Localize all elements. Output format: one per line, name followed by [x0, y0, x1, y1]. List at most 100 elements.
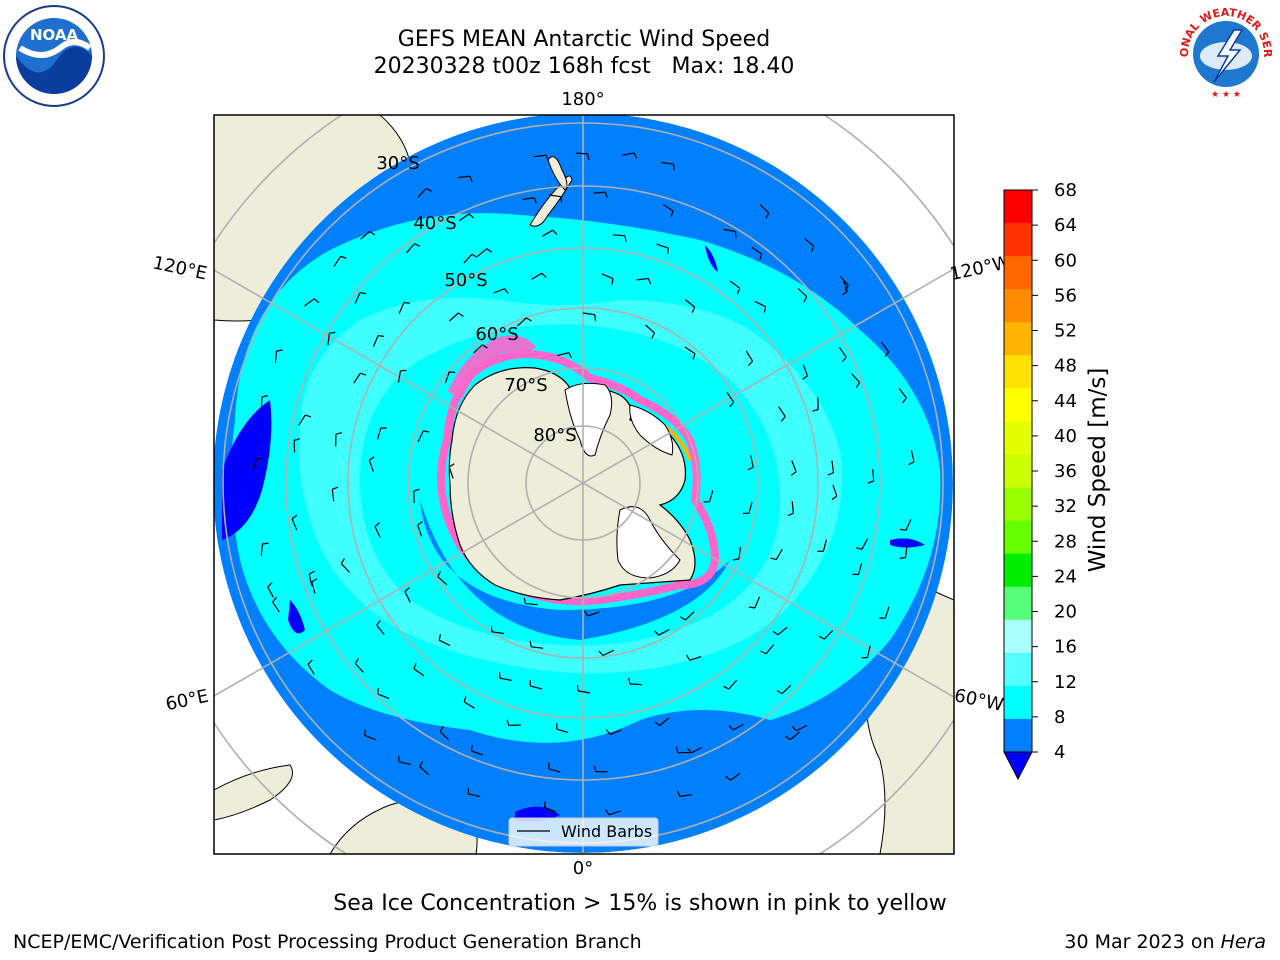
wind-barb-flag	[308, 570, 315, 575]
colorbar-tick-label: 20	[1054, 602, 1077, 623]
wind-barb	[406, 243, 415, 254]
wind-barb	[372, 335, 379, 347]
footer-machine: Hera	[1220, 931, 1266, 953]
lat-label-70s: 70°S	[504, 375, 547, 396]
wind-barb-flag	[332, 486, 339, 490]
wind-barb	[548, 768, 561, 773]
wind-barb-flag	[780, 416, 786, 422]
wind-pocket-1	[222, 400, 272, 540]
noaa-logo-text: NOAA	[30, 26, 79, 44]
wind-barb-flag	[867, 480, 874, 484]
colorbar-segment	[1004, 223, 1032, 257]
wind-barb	[629, 683, 642, 686]
wind-barb-flag	[729, 401, 735, 408]
wind-barb	[645, 324, 655, 334]
wind-barb-flag	[413, 662, 417, 670]
wind-barb	[832, 484, 838, 497]
wind-barb	[754, 300, 766, 308]
wind-barb-flag	[763, 306, 767, 313]
wind-barb-flag	[647, 278, 652, 285]
wind-barb-flag	[463, 696, 467, 703]
colorbar-tick-label: 12	[1054, 672, 1077, 693]
colorbar-segment	[1004, 454, 1032, 489]
wind-barb	[791, 501, 794, 514]
wind-barb-flag	[855, 547, 862, 550]
wind-barb-flag	[335, 432, 342, 435]
wind-barb-flag	[486, 248, 493, 253]
wind-barb-flag	[604, 191, 608, 199]
colorbar-tick-label: 8	[1054, 707, 1065, 728]
wind-barb-flag	[628, 677, 631, 685]
wind-barb	[463, 253, 473, 264]
wind-barb	[438, 639, 451, 647]
wind-barb-flag	[654, 630, 660, 636]
chart-subtitle: 20230328 t00z 168h fcst Max: 18.40	[373, 54, 795, 79]
colorbar-tick-label: 36	[1054, 461, 1077, 482]
wind-barb-flag	[261, 395, 269, 398]
wind-barb-flag	[359, 292, 367, 295]
wind-barb	[534, 154, 547, 158]
wind-barb-flag	[523, 597, 526, 604]
wind-barb-flag	[899, 528, 907, 531]
lon-label-180: 180°	[561, 89, 604, 110]
wind-barb-flag	[725, 775, 731, 781]
wind-barb-flag	[533, 197, 537, 204]
wind-barb-flag	[541, 272, 547, 278]
wind-barb-flag	[307, 659, 313, 665]
wind-barb-flag	[293, 438, 300, 442]
wind-barb	[838, 346, 847, 358]
wind-barb	[898, 388, 907, 399]
colorbar-segment	[1004, 685, 1032, 720]
land-new-zealand-north	[547, 156, 568, 191]
wind-barb	[691, 746, 703, 754]
wind-barb	[754, 596, 761, 609]
wind-barb-flag	[364, 729, 366, 736]
colorbar-segment	[1004, 553, 1032, 588]
wind-barb-flag	[469, 175, 473, 182]
wind-barb-flag	[855, 382, 861, 388]
wind-barb	[612, 234, 625, 237]
wind-barb	[910, 450, 915, 463]
wind-barb-flag	[376, 619, 381, 626]
land-new-zealand	[529, 175, 573, 227]
sea-ice-patch	[447, 335, 537, 399]
wind-barb	[331, 489, 335, 502]
wind-barb	[260, 396, 263, 409]
wind-pocket-4	[705, 245, 718, 272]
wind-barb-flag	[374, 522, 380, 528]
colorbar-segment	[1004, 619, 1032, 654]
wind-barb-flag	[899, 556, 906, 559]
wind-barb-flag	[458, 312, 464, 317]
wind-barb	[884, 606, 890, 619]
wind-barb-flag	[504, 288, 509, 294]
wind-barb	[530, 685, 543, 690]
wind-barb	[417, 430, 424, 442]
wind-barb	[260, 543, 264, 556]
colorbar-segment	[1004, 586, 1032, 621]
colorbar-segment	[1004, 190, 1032, 224]
wind-barb-flag	[400, 369, 407, 372]
colorbar-segment	[1004, 520, 1032, 555]
wind-barb	[541, 229, 553, 237]
wind-barb	[531, 272, 543, 280]
wind-ring-low	[420, 500, 730, 640]
wind-barb-flag	[340, 255, 347, 259]
wind-barb-flag	[790, 471, 797, 476]
sea-ice-caption: Sea Ice Concentration > 15% is shown in …	[333, 891, 947, 916]
wind-barb-flag	[785, 735, 791, 741]
ice-shelf-ross	[564, 382, 613, 457]
wind-barb-flag	[842, 356, 847, 363]
lat-label-80s: 80°S	[533, 425, 576, 446]
wind-barb-flag	[598, 650, 604, 656]
wind-barb-flag	[611, 278, 614, 285]
wind-barb	[417, 524, 423, 537]
wind-barb-flag	[568, 352, 573, 359]
wind-barb-flag	[583, 610, 589, 617]
wind-barb	[413, 668, 425, 677]
wind-barb-flag	[732, 558, 740, 561]
wind-barb-flag	[403, 301, 410, 304]
wind-barb-flag	[354, 658, 360, 664]
wind-barb-flag	[734, 231, 737, 238]
wind-barb	[458, 213, 470, 222]
wind-barb	[872, 469, 875, 482]
